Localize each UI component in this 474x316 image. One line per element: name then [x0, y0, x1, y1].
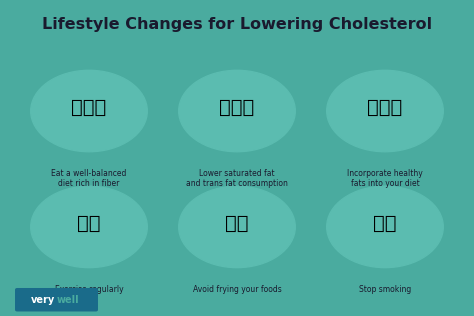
Circle shape	[327, 70, 443, 152]
Text: Stop smoking: Stop smoking	[359, 285, 411, 294]
Text: Exercise regularly: Exercise regularly	[55, 285, 123, 294]
Text: Lower saturated fat
and trans fat consumption: Lower saturated fat and trans fat consum…	[186, 169, 288, 188]
Circle shape	[31, 186, 147, 268]
Text: well: well	[57, 295, 79, 305]
Circle shape	[179, 186, 295, 268]
Text: 🍲🔥: 🍲🔥	[225, 214, 249, 233]
FancyBboxPatch shape	[15, 288, 98, 312]
Text: 💪🏋️: 💪🏋️	[77, 214, 101, 233]
Text: Avoid frying your foods: Avoid frying your foods	[192, 285, 282, 294]
Text: Incorporate healthy
fats into your diet: Incorporate healthy fats into your diet	[347, 169, 423, 188]
Text: Lifestyle Changes for Lowering Cholesterol: Lifestyle Changes for Lowering Cholester…	[42, 17, 432, 32]
Text: 🚭🚬: 🚭🚬	[373, 214, 397, 233]
Text: 🍔🍰🥐: 🍔🍰🥐	[219, 98, 255, 117]
Text: 🐟🥑🍣: 🐟🥑🍣	[367, 98, 402, 117]
Circle shape	[31, 70, 147, 152]
Circle shape	[327, 186, 443, 268]
Circle shape	[179, 70, 295, 152]
Text: very: very	[31, 295, 55, 305]
Text: Eat a well-balanced
diet rich in fiber: Eat a well-balanced diet rich in fiber	[51, 169, 127, 188]
Text: 🍌🍅🥦: 🍌🍅🥦	[72, 98, 107, 117]
